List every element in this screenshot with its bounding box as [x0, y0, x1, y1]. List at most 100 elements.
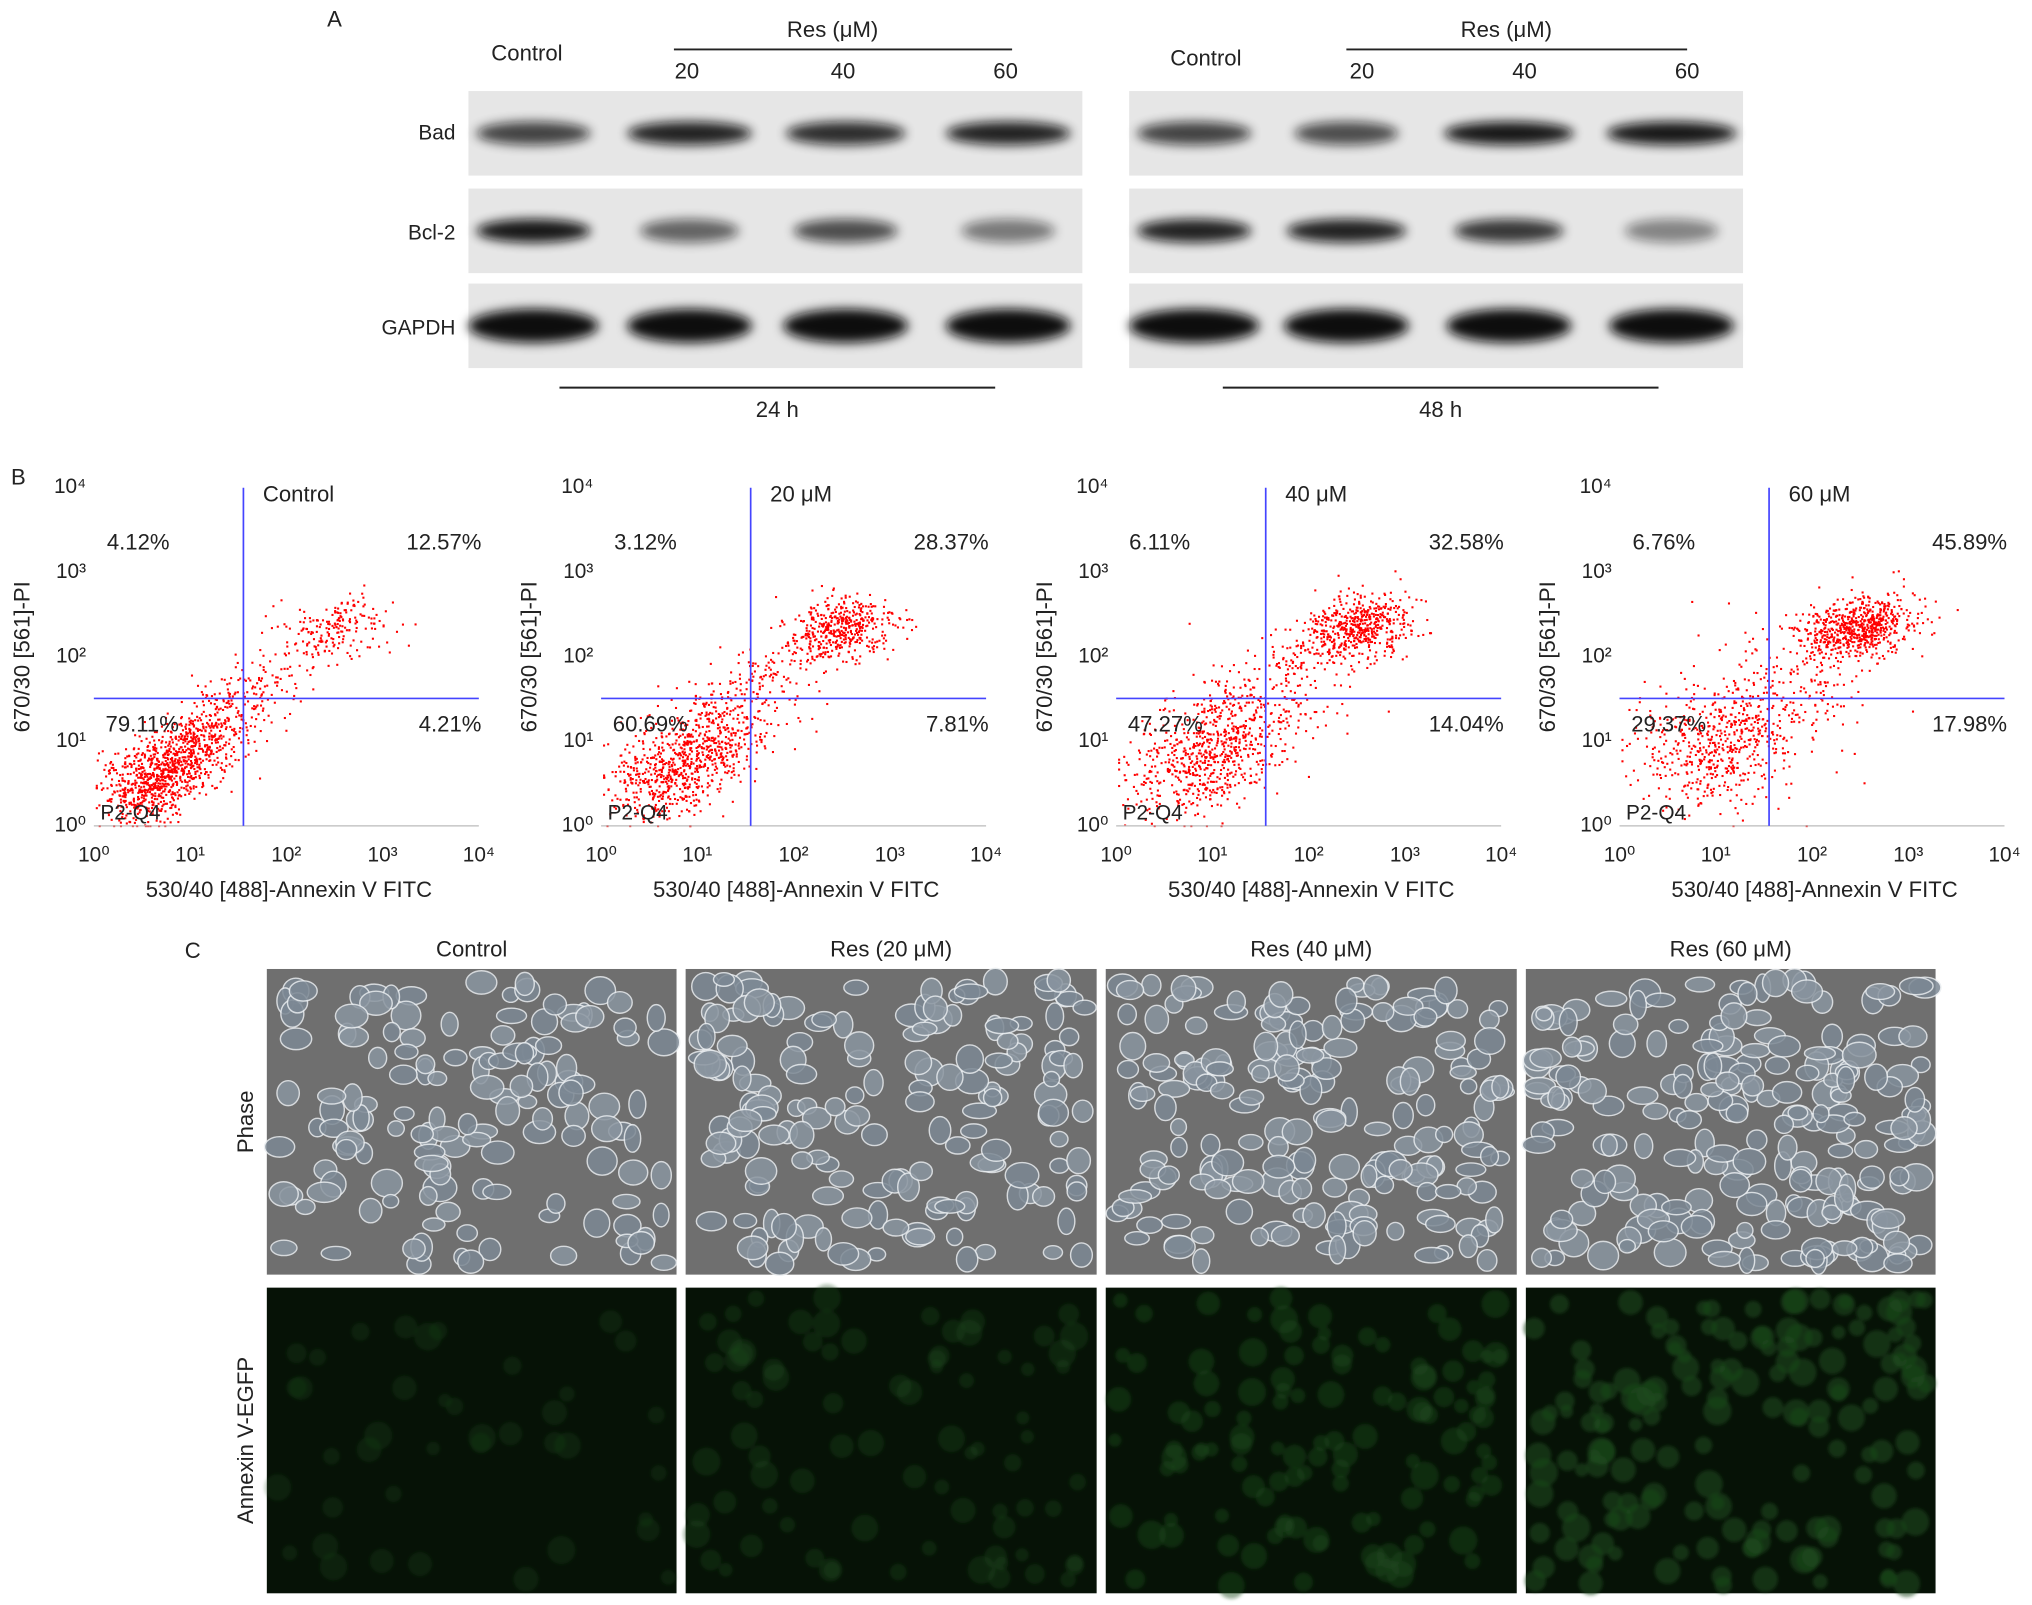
scatter-dot	[813, 659, 816, 662]
scatter-dot	[1226, 779, 1229, 782]
scatter-dot	[140, 740, 143, 743]
scatter-dot	[607, 743, 610, 746]
scatter-dot	[1201, 710, 1204, 713]
quadrant-percent: 4.12%	[107, 530, 170, 555]
scatter-dot	[812, 616, 815, 620]
scatter-dot	[1753, 738, 1756, 741]
scatter-dot	[1713, 692, 1716, 695]
scatter-dot	[187, 747, 190, 750]
scatter-dot	[1147, 777, 1150, 780]
scatter-dot	[789, 681, 792, 684]
scatter-dot	[1168, 710, 1171, 713]
scatter-dot	[1247, 733, 1250, 736]
scatter-dot	[1853, 752, 1856, 755]
scatter-dot	[119, 798, 122, 801]
scatter-dot	[768, 666, 771, 669]
scatter-dot	[1258, 778, 1261, 781]
scatter-dot	[137, 795, 140, 799]
scatter-dot	[656, 795, 659, 798]
scatter-dot	[251, 661, 254, 664]
scatter-dot	[169, 778, 172, 781]
scatter-dot	[175, 737, 178, 740]
y-tick-label: 10²	[1078, 644, 1108, 667]
scatter-dot	[1790, 782, 1793, 785]
scatter-dot	[1857, 644, 1860, 647]
scatter-dot	[156, 751, 159, 755]
scatter-dot	[1247, 753, 1250, 756]
scatter-dot	[129, 801, 132, 804]
scatter-dot	[830, 616, 834, 619]
scatter-dot	[1819, 640, 1822, 644]
scatter-dot	[1292, 652, 1295, 655]
scatter-dot	[1224, 755, 1227, 759]
scatter-dot	[838, 646, 842, 649]
scatter-dot	[708, 803, 711, 806]
scatter-dot	[1173, 744, 1176, 747]
scatter-dot	[1806, 638, 1809, 641]
scatter-dot	[727, 727, 730, 730]
scatter-dot	[1206, 787, 1209, 790]
scatter-dot	[828, 641, 831, 644]
scatter-dot	[206, 746, 210, 749]
scatter-dot	[121, 788, 124, 791]
scatter-dot	[629, 773, 632, 776]
scatter-dot	[690, 742, 693, 745]
scatter-dot	[776, 671, 779, 674]
scatter-dot	[671, 765, 674, 768]
blot-band	[1129, 308, 1260, 343]
quadrant-percent: 3.12%	[614, 530, 677, 555]
scatter-dot	[1387, 620, 1390, 623]
scatter-dot	[743, 716, 746, 719]
scatter-dot	[1756, 672, 1759, 675]
scatter-dot	[176, 751, 179, 754]
scatter-dot	[686, 735, 689, 738]
scatter-dot	[209, 752, 212, 755]
scatter-dot	[368, 646, 372, 649]
scatter-dot	[680, 747, 683, 750]
scatter-dot	[1144, 764, 1147, 767]
scatter-dot	[660, 758, 664, 761]
scatter-dot	[1892, 619, 1895, 622]
scatter-dot	[654, 806, 657, 809]
scatter-dot	[1722, 714, 1725, 717]
scatter-dot	[1304, 649, 1307, 652]
scatter-dot	[230, 728, 234, 731]
scatter-dot	[1206, 732, 1209, 735]
scatter-dot	[164, 716, 167, 720]
scatter-dot	[1213, 760, 1216, 763]
scatter-dot	[1184, 770, 1187, 773]
scatter-dot	[697, 779, 700, 782]
scatter-dot	[716, 788, 719, 791]
scatter-dot	[1375, 633, 1378, 636]
scatter-dot	[1893, 645, 1896, 648]
scatter-dot	[1193, 763, 1196, 766]
scatter-dot	[227, 699, 230, 703]
scatter-dot	[818, 646, 821, 649]
scatter-dot	[261, 700, 264, 703]
scatter-dot	[881, 618, 884, 621]
scatter-dot	[1363, 614, 1366, 617]
scatter-dot	[1353, 630, 1356, 633]
scatter-dot	[1201, 737, 1204, 740]
scatter-dot	[1156, 794, 1159, 797]
scatter-dot	[1315, 619, 1318, 622]
scatter-dot	[1401, 658, 1404, 661]
scatter-dot	[732, 763, 735, 766]
scatter-dot	[1885, 611, 1888, 614]
scatter-dot	[1198, 749, 1201, 752]
scatter-dot	[822, 639, 825, 643]
scatter-dot	[1828, 637, 1831, 640]
scatter-dot	[1285, 717, 1288, 720]
scatter-dot	[1703, 758, 1706, 761]
scatter-dot	[1358, 623, 1362, 626]
scatter-dot	[1230, 751, 1233, 754]
scatter-dot	[312, 638, 316, 641]
scatter-dot	[708, 758, 711, 761]
scatter-dot	[1772, 722, 1775, 725]
scatter-dot	[1230, 756, 1233, 759]
scatter-dot	[1845, 650, 1848, 653]
scatter-dot	[662, 763, 665, 766]
scatter-dot	[1883, 633, 1886, 636]
scatter-dot	[743, 767, 746, 770]
scatter-dot	[698, 764, 701, 767]
